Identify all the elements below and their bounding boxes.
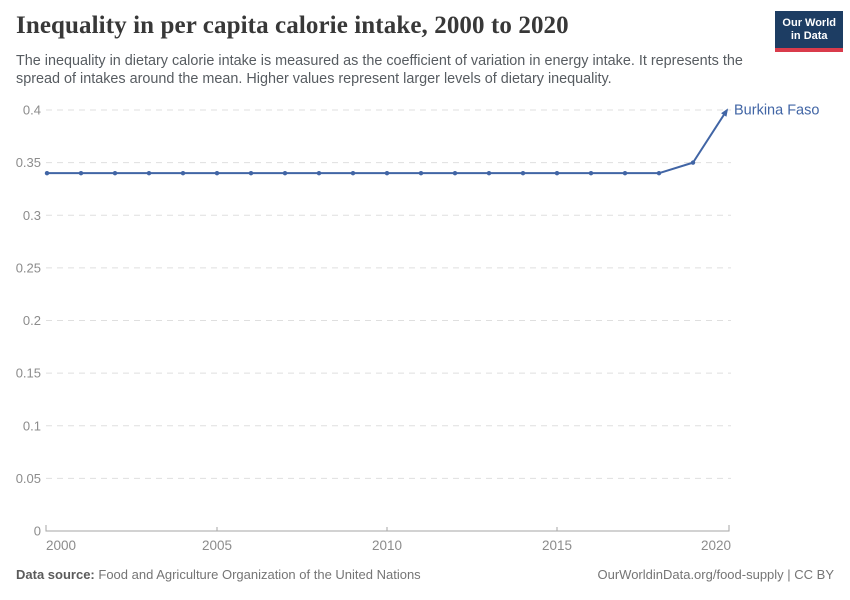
data-point-marker[interactable] bbox=[78, 170, 84, 176]
credit-link[interactable]: OurWorldinData.org/food-supply | CC BY bbox=[597, 567, 834, 582]
chart-subtitle: The inequality in dietary calorie intake… bbox=[16, 53, 743, 87]
data-point-marker[interactable] bbox=[146, 170, 152, 176]
y-tick-label: 0.3 bbox=[23, 208, 41, 223]
line-chart[interactable]: 0 0.05 0.1 0.15 0.2 0.25 0.3 0.35 0.4 2000 2005 201… bbox=[0, 95, 850, 560]
data-source-value: Food and Agriculture Organization of the… bbox=[98, 567, 421, 582]
data-point-marker[interactable] bbox=[622, 170, 628, 176]
x-tick-label: 2015 bbox=[542, 538, 572, 553]
logo-text-line2: in Data bbox=[790, 30, 828, 42]
data-point-marker[interactable] bbox=[520, 170, 526, 176]
y-tick-label: 0.15 bbox=[16, 366, 41, 381]
y-tick-label: 0.4 bbox=[23, 103, 41, 118]
data-point-marker[interactable] bbox=[656, 170, 662, 176]
series-line[interactable] bbox=[47, 109, 728, 175]
data-point-marker[interactable] bbox=[112, 170, 118, 176]
data-point-marker[interactable] bbox=[350, 170, 356, 176]
x-tick-label: 2005 bbox=[202, 538, 232, 553]
data-point-marker[interactable] bbox=[316, 170, 322, 176]
data-point-marker[interactable] bbox=[486, 170, 492, 176]
data-point-marker[interactable] bbox=[214, 170, 220, 176]
y-tick-label: 0 bbox=[34, 524, 41, 539]
owid-logo[interactable]: Our World in Data bbox=[775, 11, 843, 52]
data-point-marker[interactable] bbox=[690, 160, 696, 165]
data-point-marker[interactable] bbox=[180, 170, 186, 176]
x-tick-label: 2000 bbox=[46, 538, 76, 553]
x-tick-label: 2020 bbox=[701, 538, 731, 553]
data-point-marker[interactable] bbox=[44, 170, 50, 176]
data-source: Data source: Food and Agriculture Organi… bbox=[16, 567, 421, 582]
line-end-arrow-icon bbox=[721, 108, 729, 117]
data-point-marker[interactable] bbox=[554, 170, 560, 176]
y-tick-label: 0.35 bbox=[16, 155, 41, 170]
data-point-marker[interactable] bbox=[418, 170, 424, 176]
y-tick-label: 0.25 bbox=[16, 260, 41, 275]
data-point-marker[interactable] bbox=[452, 170, 458, 176]
y-tick-label: 0.1 bbox=[23, 418, 41, 433]
y-tick-label: 0.2 bbox=[23, 313, 41, 328]
data-source-label: Data source: bbox=[16, 567, 95, 582]
page-title: Inequality in per capita calorie intake,… bbox=[16, 12, 569, 39]
x-tick-label: 2010 bbox=[372, 538, 402, 553]
data-point-marker[interactable] bbox=[248, 170, 254, 176]
y-tick-label: 0.05 bbox=[16, 471, 41, 486]
data-point-marker[interactable] bbox=[384, 170, 390, 176]
series-end-label[interactable]: Burkina Faso bbox=[734, 103, 819, 119]
data-point-marker[interactable] bbox=[588, 170, 594, 176]
data-point-marker[interactable] bbox=[282, 170, 288, 176]
logo-text-line1: Our World bbox=[782, 17, 836, 29]
